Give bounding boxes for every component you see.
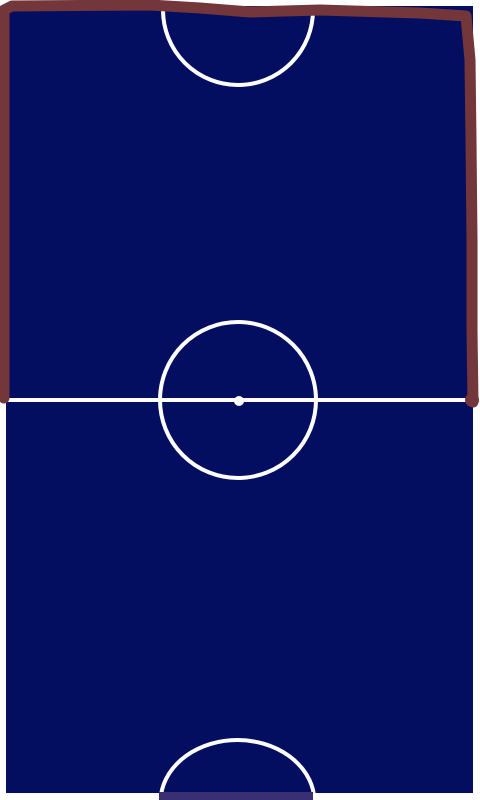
bottom-goal	[159, 792, 313, 800]
center-spot	[234, 396, 244, 406]
bottom-goal-arc	[159, 738, 316, 796]
center-circle	[158, 320, 318, 480]
top-goal-arc	[161, 9, 315, 87]
drawn-path	[0, 0, 479, 408]
drawn-path-end	[465, 393, 479, 407]
